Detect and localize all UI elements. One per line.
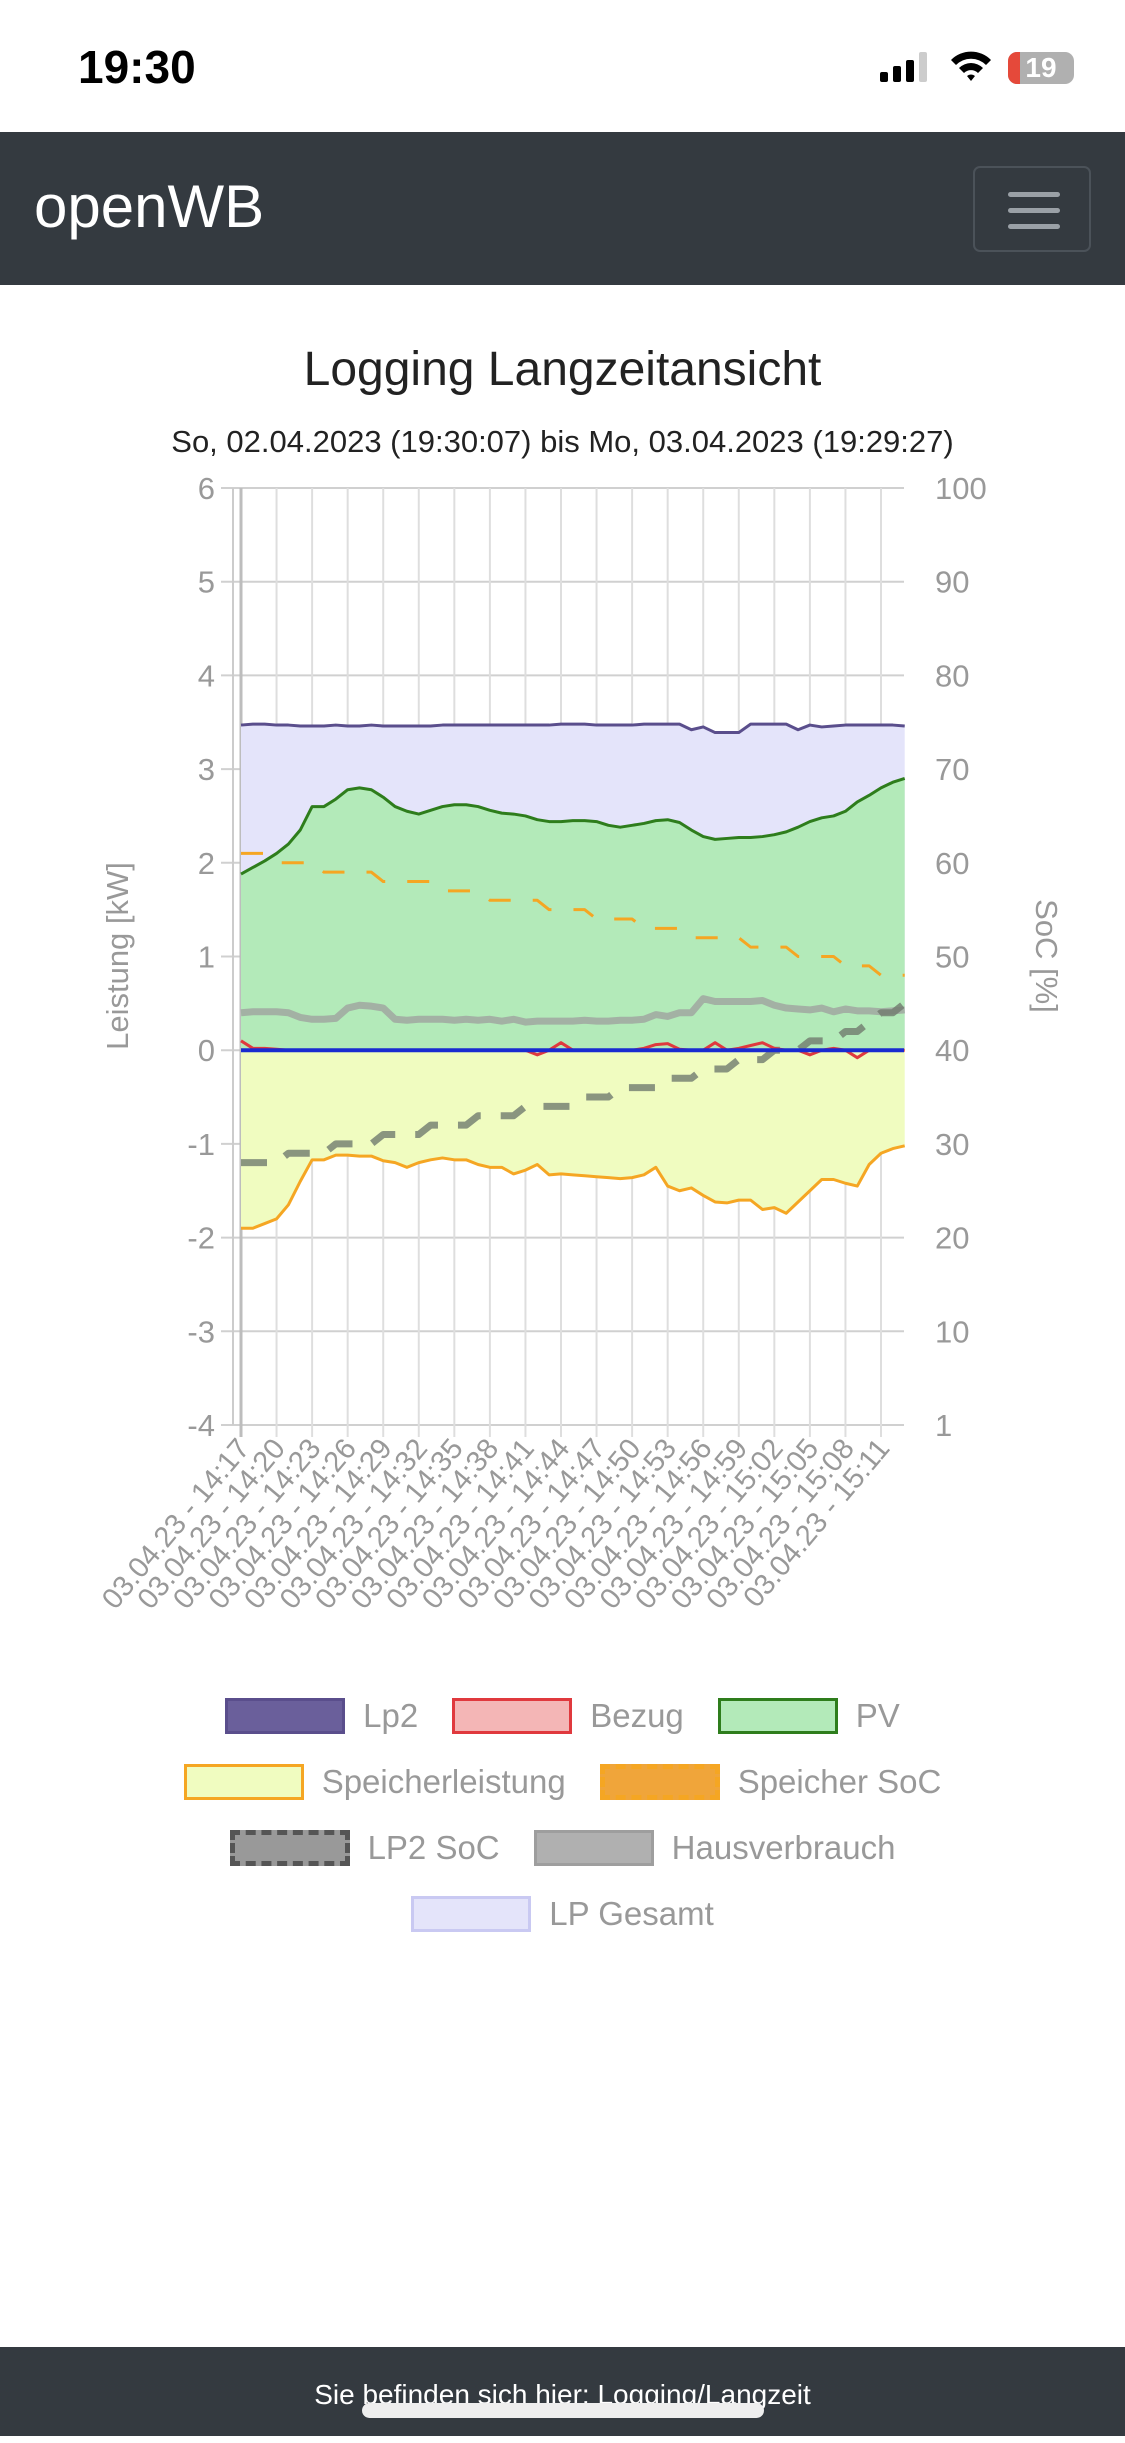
y2-tick-label: 80 <box>935 658 969 693</box>
line-pv <box>240 777 906 876</box>
legend-label: Speicherleistung <box>321 1763 566 1800</box>
line-hausverbrauch <box>240 995 905 1026</box>
y2-tick-label: 50 <box>935 940 969 975</box>
y2-tick-label: 100 <box>935 471 987 506</box>
y-tick-label: 5 <box>198 565 215 600</box>
y2-tick-label: 90 <box>935 565 969 600</box>
legend-swatch <box>225 1698 346 1734</box>
legend-swatch <box>599 1764 720 1800</box>
y2-tick-label: 40 <box>935 1033 969 1068</box>
legend-label: Speicher SoC <box>737 1763 942 1800</box>
line-speicherleistung <box>241 1144 906 1230</box>
menu-toggle-button[interactable] <box>973 166 1091 252</box>
line-lp2-soc <box>241 1000 907 1167</box>
y-tick-label: -3 <box>187 1314 215 1349</box>
legend-swatch <box>411 1896 532 1932</box>
legend-label: Hausverbrauch <box>671 1829 896 1866</box>
hamburger-icon-bar <box>1008 224 1060 229</box>
y-tick-label: 4 <box>198 658 215 693</box>
y2-tick-label: 60 <box>935 846 969 881</box>
legend-swatch <box>229 1830 350 1866</box>
y-tick-label: -1 <box>187 1127 215 1162</box>
legend-swatch <box>533 1830 654 1866</box>
clock: 19:30 <box>78 41 196 93</box>
hamburger-icon <box>1008 192 1060 197</box>
area-speicherleistung <box>241 1050 905 1229</box>
legend-item[interactable]: Speicher SoC <box>599 1763 942 1800</box>
y2-tick-label: 10 <box>935 1314 969 1349</box>
legend-swatch <box>183 1764 304 1800</box>
legend-item[interactable]: LP Gesamt <box>411 1895 714 1932</box>
area-pv <box>241 778 905 1051</box>
legend-item[interactable]: Lp2 <box>225 1697 419 1734</box>
legend-swatch <box>452 1698 573 1734</box>
battery-icon: 19 <box>1008 52 1074 84</box>
line-lp2 <box>240 722 905 735</box>
y-tick-label: -2 <box>187 1221 215 1256</box>
navbar: openWB <box>0 132 1125 285</box>
y-tick-label: 0 <box>198 1033 215 1068</box>
legend-label: LP2 SoC <box>367 1829 500 1866</box>
date-range: So, 02.04.2023 (19:30:07) bis Mo, 03.04.… <box>171 424 954 459</box>
legend-item[interactable]: Hausverbrauch <box>533 1829 896 1866</box>
legend-swatch <box>717 1698 838 1734</box>
chart-legend: Lp2 Bezug PV Speicherleistung Speicher SoC LP… <box>100 1697 1025 1932</box>
brand-logo[interactable]: openWB <box>34 173 265 240</box>
y-tick-label: 3 <box>198 752 215 787</box>
cellular-signal-icon <box>880 52 927 82</box>
y-axis-title: Leistung [kW] <box>100 862 135 1050</box>
hamburger-icon-bar <box>1008 208 1060 213</box>
y2-axis-title: SoC [%] <box>1029 899 1064 1013</box>
footer: Sie befinden sich hier: Logging/Langzeit <box>0 2347 1125 2436</box>
legend-item[interactable]: Speicherleistung <box>183 1763 566 1800</box>
y2-tick-label: 1 <box>935 1408 952 1443</box>
legend-label: LP Gesamt <box>549 1895 714 1932</box>
battery-level: 19 <box>1025 52 1057 83</box>
page-title: Logging Langzeitansicht <box>303 343 822 396</box>
legend-item[interactable]: Bezug <box>452 1697 684 1734</box>
legend-label: PV <box>855 1697 900 1734</box>
legend-item[interactable]: PV <box>717 1697 900 1734</box>
y2-tick-label: 20 <box>935 1221 969 1256</box>
y2-tick-label: 70 <box>935 752 969 787</box>
wifi-icon <box>951 51 991 81</box>
status-bar: 19:30 19 <box>0 0 1125 132</box>
legend-label: Lp2 <box>363 1697 419 1734</box>
y-tick-label: -4 <box>187 1408 215 1443</box>
legend-label: Bezug <box>590 1697 684 1734</box>
line-speicher-soc <box>241 851 905 977</box>
home-indicator <box>362 2403 764 2418</box>
legend-item[interactable]: LP2 SoC <box>229 1829 500 1866</box>
y-tick-label: 6 <box>198 471 215 506</box>
y-tick-label: 2 <box>198 846 215 881</box>
y2-tick-label: 30 <box>935 1127 969 1162</box>
y-tick-label: 1 <box>198 940 215 975</box>
